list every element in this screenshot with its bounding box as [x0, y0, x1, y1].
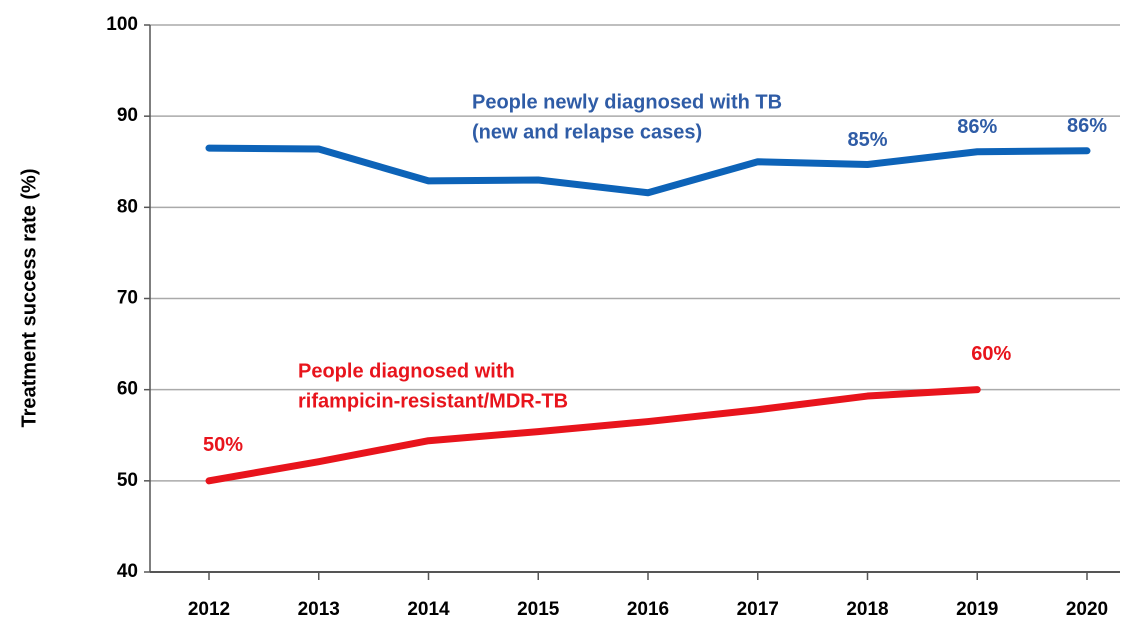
- x-tick-label: 2017: [737, 599, 779, 620]
- y-tick-label: 40: [117, 561, 138, 582]
- y-tick-label: 60: [117, 379, 138, 400]
- series-annotation: People diagnosed with: [298, 360, 515, 382]
- x-tick-label: 2018: [846, 599, 888, 620]
- x-tick-label: 2012: [188, 599, 230, 620]
- x-tick-label: 2020: [1066, 599, 1108, 620]
- value-label: 86%: [1067, 115, 1107, 137]
- x-tick-label: 2019: [956, 599, 998, 620]
- y-axis-label: Treatment success rate (%): [18, 168, 40, 427]
- series-annotation: (new and relapse cases): [472, 121, 702, 143]
- y-tick-label: 100: [106, 14, 138, 35]
- value-label: 50%: [203, 434, 243, 456]
- series-line: [205, 386, 981, 485]
- series-line: [205, 144, 1091, 197]
- x-tick-label: 2015: [517, 599, 560, 620]
- y-tick-label: 50: [117, 470, 138, 491]
- value-label: 60%: [971, 343, 1011, 365]
- y-tick-label: 80: [117, 196, 138, 217]
- x-tick-label: 2016: [627, 599, 669, 620]
- x-tick-label: 2013: [298, 599, 340, 620]
- value-label: 86%: [957, 116, 997, 138]
- value-label: 85%: [847, 129, 887, 151]
- series-annotation: rifampicin-resistant/MDR-TB: [298, 390, 568, 412]
- x-tick-label: 2014: [407, 599, 450, 620]
- series-annotation: People newly diagnosed with TB: [472, 91, 782, 113]
- y-tick-label: 90: [117, 105, 138, 126]
- y-tick-label: 70: [117, 288, 138, 309]
